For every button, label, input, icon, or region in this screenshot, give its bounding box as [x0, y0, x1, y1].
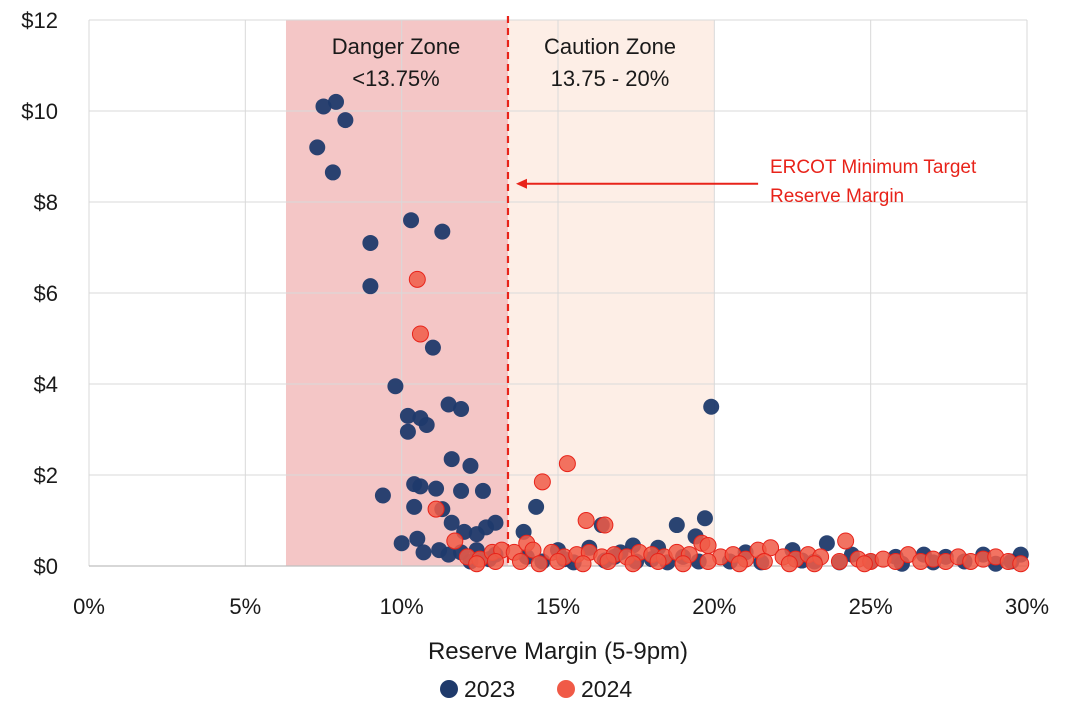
data-point-2023: [418, 416, 435, 433]
data-point-2024: [624, 555, 642, 573]
x-tick-label: 5%: [229, 594, 261, 619]
data-point-2023: [434, 223, 451, 240]
data-point-2023: [462, 457, 479, 474]
data-point-2023: [443, 514, 460, 531]
reference-arrow-head: [515, 178, 527, 189]
data-point-2023: [409, 530, 426, 547]
data-point-2024: [411, 325, 429, 343]
x-tick-label: 10%: [380, 594, 424, 619]
data-point-2024: [599, 552, 617, 570]
legend-marker-2023: [440, 680, 458, 698]
data-point-2023: [428, 480, 445, 497]
data-point-2023: [818, 535, 835, 552]
danger-zone-title: Danger Zone: [332, 34, 460, 59]
data-point-2023: [443, 451, 460, 468]
data-point-2023: [412, 478, 429, 495]
data-point-2024: [649, 552, 667, 570]
data-point-2024: [468, 555, 486, 573]
text-labels-layer: Danger Zone <13.75% Caution Zone 13.75 -…: [332, 34, 977, 665]
x-tick-label: 30%: [1005, 594, 1049, 619]
data-point-2024: [699, 537, 717, 555]
data-point-2024: [446, 532, 464, 550]
data-point-2024: [855, 555, 873, 573]
legend-marker-2024: [557, 680, 575, 698]
data-point-2024: [408, 270, 426, 288]
data-point-2024: [699, 552, 717, 570]
x-tick-label: 15%: [536, 594, 580, 619]
y-tick-label: $0: [34, 554, 58, 579]
data-point-2023: [668, 517, 685, 534]
data-point-2023: [406, 498, 423, 515]
data-point-2024: [486, 552, 504, 570]
reference-line-label-1: ERCOT Minimum Target: [770, 157, 977, 178]
data-point-2023: [440, 396, 457, 413]
data-point-2023: [387, 378, 404, 395]
data-point-2023: [362, 278, 379, 295]
data-point-2023: [309, 139, 326, 156]
data-point-2023: [440, 546, 457, 563]
y-tick-label: $6: [34, 281, 58, 306]
data-point-2023: [362, 234, 379, 251]
data-point-2023: [403, 212, 420, 229]
data-point-2023: [424, 339, 441, 356]
caution-zone-range: 13.75 - 20%: [551, 66, 670, 91]
y-tick-label: $8: [34, 190, 58, 215]
data-point-2024: [558, 455, 576, 473]
legend: 2023 2024: [440, 676, 632, 702]
reference-line-label-2: Reserve Margin: [770, 186, 904, 207]
data-point-2023: [399, 407, 416, 424]
data-point-2024: [837, 532, 855, 550]
y-tick-label: $10: [21, 99, 58, 124]
reference-line-layer: [506, 16, 759, 566]
data-point-2023: [315, 98, 332, 115]
data-point-2024: [511, 552, 529, 570]
data-point-2024: [574, 555, 592, 573]
legend-label-2024: 2024: [581, 676, 632, 702]
data-point-2024: [1012, 555, 1030, 573]
data-point-2024: [577, 512, 595, 529]
data-point-2024: [830, 552, 848, 570]
data-point-2024: [530, 555, 548, 573]
axis-ticks-layer: $0 $2 $4 $6 $8 $10 $12 0% 5% 10% 15% 20% 25% 30%: [21, 8, 1049, 619]
data-point-2024: [780, 555, 798, 573]
data-point-2023: [328, 93, 345, 110]
y-tick-label: $2: [34, 463, 58, 488]
data-point-2024: [755, 552, 773, 570]
data-point-2024: [596, 516, 614, 534]
legend-label-2023: 2023: [464, 676, 515, 702]
data-point-2023: [474, 482, 491, 499]
data-point-2023: [374, 487, 391, 504]
data-point-2024: [533, 473, 551, 491]
data-point-2024: [674, 555, 692, 573]
danger-zone-range: <13.75%: [352, 66, 439, 91]
data-point-2024: [730, 555, 748, 573]
data-points-layer: [309, 93, 1030, 573]
data-point-2024: [427, 500, 445, 518]
data-point-2024: [805, 555, 823, 573]
data-point-2023: [453, 401, 470, 418]
data-point-2023: [696, 510, 713, 527]
data-point-2023: [453, 482, 470, 499]
caution-zone-title: Caution Zone: [544, 34, 676, 59]
y-tick-label: $4: [34, 372, 58, 397]
data-point-2023: [337, 112, 354, 129]
x-tick-label: 25%: [849, 594, 893, 619]
data-point-2023: [415, 544, 432, 561]
data-point-2023: [703, 398, 720, 415]
x-tick-label: 20%: [692, 594, 736, 619]
data-point-2024: [549, 552, 567, 570]
data-point-2023: [393, 535, 410, 552]
x-axis-label: Reserve Margin (5-9pm): [428, 638, 688, 665]
data-point-2023: [324, 164, 341, 181]
y-tick-label: $12: [21, 8, 58, 33]
data-point-2023: [487, 514, 504, 531]
data-point-2023: [399, 423, 416, 440]
data-point-2023: [528, 498, 545, 515]
gridlines: [88, 19, 1028, 567]
x-tick-label: 0%: [73, 594, 105, 619]
